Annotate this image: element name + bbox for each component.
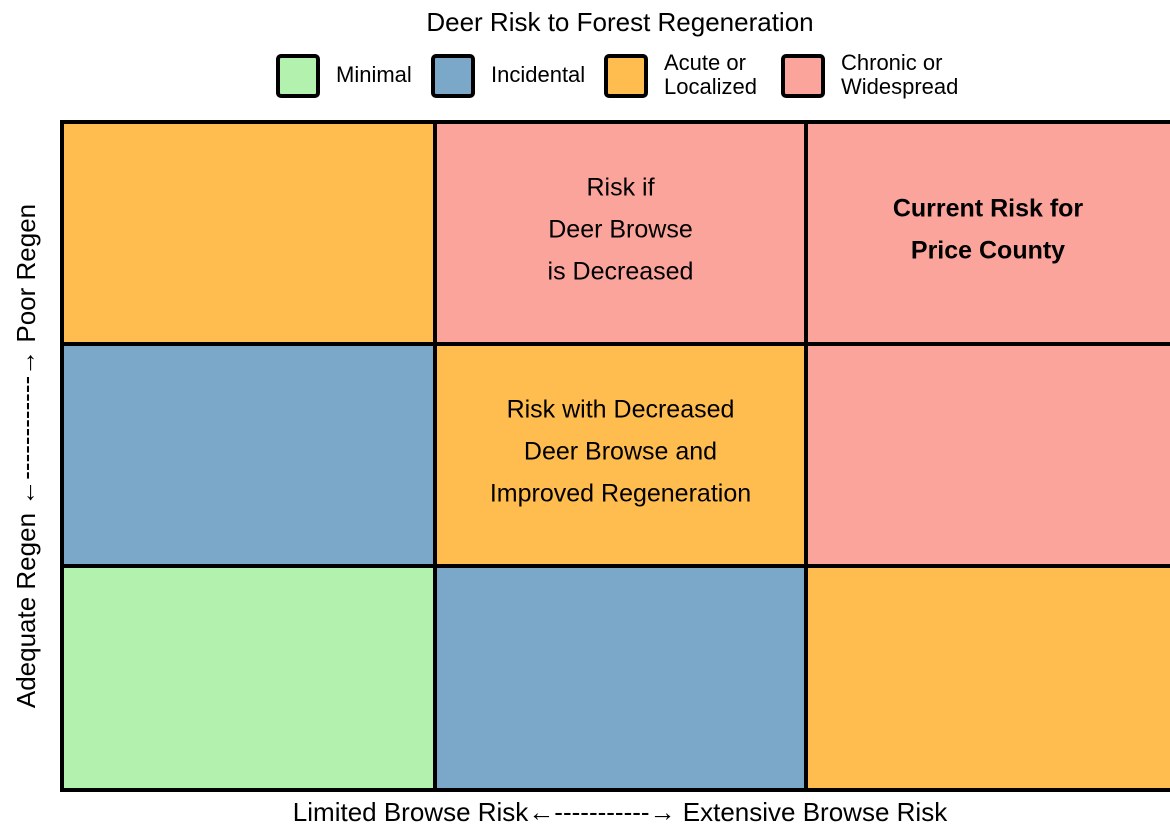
cell-label: is Decreased — [548, 258, 694, 286]
legend-label: Chronic or — [841, 50, 942, 75]
cell-label: Deer Browse and — [524, 438, 717, 466]
legend-label: Acute or — [664, 50, 746, 75]
y-axis-label: Adequate Regen ←------------→ Poor Regen — [11, 204, 41, 708]
legend-swatch — [431, 54, 475, 98]
legend-swatch — [781, 54, 825, 98]
cell — [433, 342, 808, 568]
x-axis-label: Limited Browse Risk←-----------→ Extensi… — [293, 797, 948, 827]
cell-label: Improved Regeneration — [490, 480, 751, 508]
cell — [804, 564, 1170, 792]
cell — [60, 120, 437, 346]
cell — [433, 120, 808, 346]
cell-label: Deer Browse — [548, 216, 693, 244]
legend-label: Widespread — [841, 74, 958, 99]
cell-label: Current Risk for — [893, 195, 1084, 223]
legend-label: Minimal — [336, 62, 412, 87]
cell — [804, 342, 1170, 568]
legend-swatch — [604, 54, 648, 98]
legend-label: Incidental — [491, 62, 585, 87]
cell — [60, 564, 437, 792]
title: Deer Risk to Forest Regeneration — [426, 7, 813, 37]
legend-label: Localized — [664, 74, 757, 99]
cell — [433, 564, 808, 792]
cell-label: Price County — [911, 237, 1065, 265]
legend-swatch — [276, 54, 320, 98]
cell — [60, 342, 437, 568]
cell-label: Risk if — [586, 174, 654, 202]
cell — [804, 120, 1170, 346]
cell-label: Risk with Decreased — [507, 396, 735, 424]
